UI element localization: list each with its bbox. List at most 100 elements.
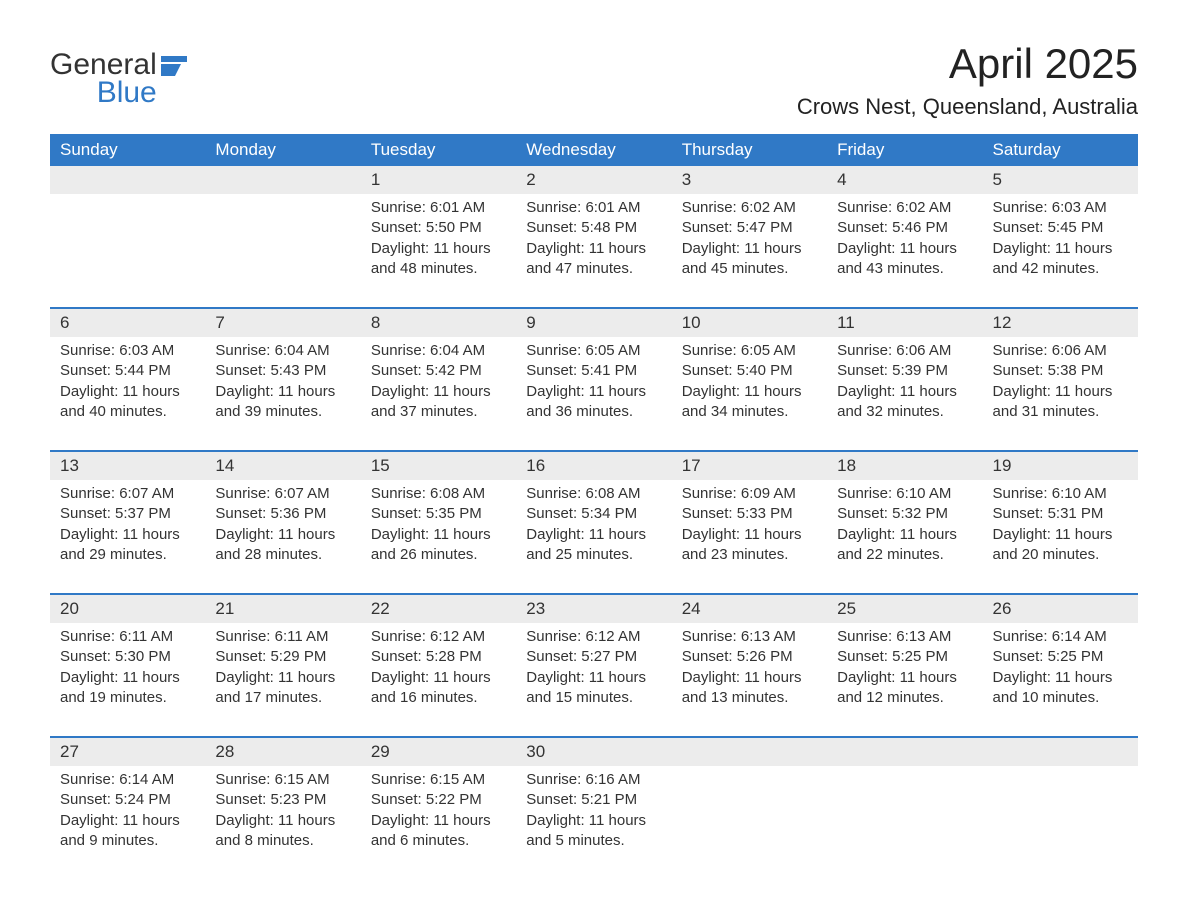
daylight-line: Daylight: 11 hours and 10 minutes. bbox=[993, 669, 1113, 706]
calendar-page: General Blue April 2025 Crows Nest, Quee… bbox=[0, 0, 1188, 918]
day-content-cell: Sunrise: 6:13 AMSunset: 5:26 PMDaylight:… bbox=[672, 623, 827, 737]
day-content-cell: Sunrise: 6:15 AMSunset: 5:22 PMDaylight:… bbox=[361, 766, 516, 861]
logo: General Blue bbox=[50, 40, 187, 108]
sunrise-line: Sunrise: 6:05 AM bbox=[682, 342, 796, 359]
sunset-line: Sunset: 5:47 PM bbox=[682, 219, 793, 236]
day-number-row: 20212223242526 bbox=[50, 594, 1138, 623]
day-number-cell: 29 bbox=[361, 737, 516, 766]
flag-icon bbox=[161, 56, 187, 76]
day-content-cell: Sunrise: 6:02 AM Sunset: 5:46 PM Daylight:… bbox=[827, 194, 982, 308]
sunset-line: Sunset: 5:46 PM bbox=[837, 219, 948, 236]
day-content-cell bbox=[827, 766, 982, 861]
daylight-line: Daylight: 11 hours and 6 minutes. bbox=[371, 812, 491, 849]
sunset-line: Sunset: 5:41 PM bbox=[526, 362, 637, 379]
daylight-line: Daylight: 11 hours and 8 minutes. bbox=[215, 812, 335, 849]
day-number-cell: 16 bbox=[516, 451, 671, 480]
day-content-cell: Sunrise: 6:08 AMSunset: 5:35 PMDaylight:… bbox=[361, 480, 516, 594]
day-number-cell: 5 bbox=[983, 166, 1138, 194]
sunset-line: Sunset: 5:50 PM bbox=[371, 219, 482, 236]
day-number-cell: 28 bbox=[205, 737, 360, 766]
day-number-cell: 18 bbox=[827, 451, 982, 480]
daylight-line: Daylight: 11 hours and 22 minutes. bbox=[837, 526, 957, 563]
day-number-cell: 25 bbox=[827, 594, 982, 623]
sunrise-line: Sunrise: 6:06 AM bbox=[837, 342, 951, 359]
day-content-row: Sunrise: 6:03 AMSunset: 5:44 PMDaylight:… bbox=[50, 337, 1138, 451]
sunrise-line: Sunrise: 6:08 AM bbox=[371, 485, 485, 502]
day-number-cell: 2 bbox=[516, 166, 671, 194]
sunrise-line: Sunrise: 6:05 AM bbox=[526, 342, 640, 359]
sunset-line: Sunset: 5:40 PM bbox=[682, 362, 793, 379]
day-content-cell: Sunrise: 6:03 AMSunset: 5:45 PMDaylight:… bbox=[983, 194, 1138, 308]
day-number-cell: 14 bbox=[205, 451, 360, 480]
sunset-line: Sunset: 5:25 PM bbox=[837, 648, 948, 665]
day-content-cell: Sunrise: 6:05 AM Sunset: 5:40 PM Daylight:… bbox=[672, 337, 827, 451]
sunset-line: Sunset: 5:22 PM bbox=[371, 791, 482, 808]
day-number-cell: 23 bbox=[516, 594, 671, 623]
sunset-line: Sunset: 5:29 PM bbox=[215, 648, 326, 665]
day-number-cell: 4 bbox=[827, 166, 982, 194]
day-content-cell: Sunrise: 6:03 AMSunset: 5:44 PMDaylight:… bbox=[50, 337, 205, 451]
day-number-cell: 6 bbox=[50, 308, 205, 337]
sunset-line: Sunset: 5:45 PM bbox=[993, 219, 1104, 236]
sunset-line: Sunset: 5:32 PM bbox=[837, 505, 948, 522]
day-number-cell: 7 bbox=[205, 308, 360, 337]
sunset-line: Sunset: 5:28 PM bbox=[371, 648, 482, 665]
sunset-line: Sunset: 5:39 PM bbox=[837, 362, 948, 379]
day-number-cell bbox=[205, 166, 360, 194]
sunset-line: Sunset: 5:48 PM bbox=[526, 219, 637, 236]
day-content-cell: Sunrise: 6:09 AMSunset: 5:33 PMDaylight:… bbox=[672, 480, 827, 594]
day-content-cell: Sunrise: 6:01 AMSunset: 5:48 PMDaylight:… bbox=[516, 194, 671, 308]
day-content-cell: Sunrise: 6:10 AMSunset: 5:31 PMDaylight:… bbox=[983, 480, 1138, 594]
day-number-cell: 3 bbox=[672, 166, 827, 194]
sunset-line: Sunset: 5:25 PM bbox=[993, 648, 1104, 665]
title-block: April 2025 Crows Nest, Queensland, Austr… bbox=[797, 40, 1138, 120]
day-number-cell: 27 bbox=[50, 737, 205, 766]
sunrise-line: Sunrise: 6:10 AM bbox=[837, 485, 951, 502]
day-content-cell: Sunrise: 6:06 AM Sunset: 5:39 PM Daylight:… bbox=[827, 337, 982, 451]
day-content-cell bbox=[983, 766, 1138, 861]
day-content-row: Sunrise: 6:14 AMSunset: 5:24 PMDaylight:… bbox=[50, 766, 1138, 861]
day-number-row: 13141516171819 bbox=[50, 451, 1138, 480]
day-content-cell bbox=[672, 766, 827, 861]
sunrise-line: Sunrise: 6:02 AM bbox=[837, 199, 951, 216]
sunrise-line: Sunrise: 6:14 AM bbox=[993, 628, 1107, 645]
daylight-line: Daylight: 11 hours and 39 minutes. bbox=[215, 383, 335, 420]
sunrise-line: Sunrise: 6:04 AM bbox=[215, 342, 329, 359]
daylight-line: Daylight: 11 hours and 25 minutes. bbox=[526, 526, 646, 563]
day-content-cell: Sunrise: 6:12 AMSunset: 5:27 PMDaylight:… bbox=[516, 623, 671, 737]
sunrise-line: Sunrise: 6:04 AM bbox=[371, 342, 485, 359]
daylight-line: Daylight: 11 hours and 13 minutes. bbox=[682, 669, 802, 706]
day-number-cell: 11 bbox=[827, 308, 982, 337]
day-content-cell: Sunrise: 6:11 AMSunset: 5:30 PMDaylight:… bbox=[50, 623, 205, 737]
daylight-line: Daylight: 11 hours and 26 minutes. bbox=[371, 526, 491, 563]
dow-header: Wednesday bbox=[516, 134, 671, 166]
day-content-cell: Sunrise: 6:13 AMSunset: 5:25 PMDaylight:… bbox=[827, 623, 982, 737]
sunrise-line: Sunrise: 6:09 AM bbox=[682, 485, 796, 502]
sunset-line: Sunset: 5:27 PM bbox=[526, 648, 637, 665]
day-number-cell: 30 bbox=[516, 737, 671, 766]
day-content-cell: Sunrise: 6:02 AMSunset: 5:47 PMDaylight:… bbox=[672, 194, 827, 308]
daylight-line: Daylight: 11 hours and 36 minutes. bbox=[526, 383, 646, 420]
sunset-line: Sunset: 5:37 PM bbox=[60, 505, 171, 522]
daylight-line: Daylight: 11 hours and 47 minutes. bbox=[526, 240, 646, 277]
day-number-cell: 8 bbox=[361, 308, 516, 337]
dow-header: Friday bbox=[827, 134, 982, 166]
daylight-line: Daylight: 11 hours and 15 minutes. bbox=[526, 669, 646, 706]
daylight-line: Daylight: 11 hours and 43 minutes. bbox=[837, 240, 957, 277]
dow-header: Saturday bbox=[983, 134, 1138, 166]
logo-word-2: Blue bbox=[50, 78, 157, 108]
sunrise-line: Sunrise: 6:07 AM bbox=[60, 485, 174, 502]
daylight-line: Daylight: 11 hours and 32 minutes. bbox=[837, 383, 957, 420]
day-content-cell: Sunrise: 6:10 AM Sunset: 5:32 PM Daylight:… bbox=[827, 480, 982, 594]
daylight-line: Daylight: 11 hours and 34 minutes. bbox=[682, 383, 802, 420]
daylight-line: Daylight: 11 hours and 37 minutes. bbox=[371, 383, 491, 420]
dow-header: Sunday bbox=[50, 134, 205, 166]
day-content-cell bbox=[205, 194, 360, 308]
sunset-line: Sunset: 5:38 PM bbox=[993, 362, 1104, 379]
sunset-line: Sunset: 5:21 PM bbox=[526, 791, 637, 808]
day-number-cell: 13 bbox=[50, 451, 205, 480]
sunrise-line: Sunrise: 6:03 AM bbox=[993, 199, 1107, 216]
month-title: April 2025 bbox=[797, 40, 1138, 88]
day-number-cell: 15 bbox=[361, 451, 516, 480]
daylight-line: Daylight: 11 hours and 5 minutes. bbox=[526, 812, 646, 849]
